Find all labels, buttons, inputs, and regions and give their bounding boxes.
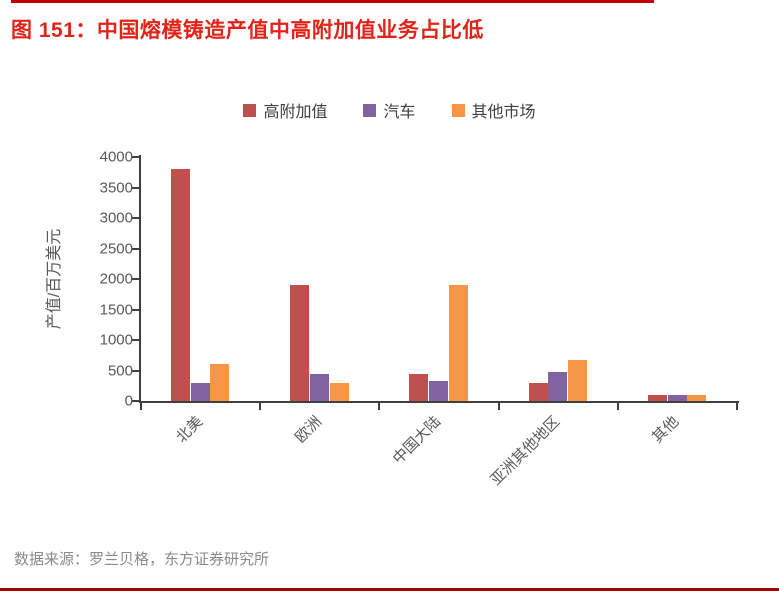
bar xyxy=(667,394,687,401)
x-tick xyxy=(140,403,142,410)
y-tick xyxy=(132,217,139,219)
y-tick xyxy=(132,339,139,341)
bar xyxy=(429,380,449,401)
bar xyxy=(448,285,468,401)
y-tick-label: 2000 xyxy=(99,270,133,288)
bar xyxy=(409,373,429,401)
x-tick xyxy=(259,403,262,410)
chart-legend: 高附加值 汽车 其他市场 xyxy=(0,98,779,122)
y-axis-title: 产值/百万美元 xyxy=(46,228,63,330)
y-tick xyxy=(132,369,139,372)
legend-label: 其他市场 xyxy=(471,104,536,121)
plot-area xyxy=(141,157,737,401)
bar xyxy=(647,394,667,401)
y-tick xyxy=(132,186,139,189)
y-tick-label: 0 xyxy=(124,392,133,410)
y-tick xyxy=(132,156,139,158)
bar xyxy=(210,364,230,401)
x-axis-label: 北美 xyxy=(172,413,206,447)
y-tick-label: 1500 xyxy=(99,301,133,318)
y-tick-label: 1000 xyxy=(99,331,133,349)
x-tick xyxy=(616,403,619,410)
y-tick xyxy=(132,278,139,280)
bar xyxy=(290,285,310,401)
x-tick xyxy=(736,403,738,410)
y-tick-label: 3000 xyxy=(99,209,133,227)
x-axis-label: 中国大陆 xyxy=(389,413,445,468)
bar xyxy=(329,382,349,401)
bar xyxy=(309,373,329,401)
y-tick xyxy=(132,308,139,311)
x-axis-label: 欧洲 xyxy=(291,413,325,447)
source-note: 数据来源：罗兰贝格，东方证券研究所 xyxy=(14,551,270,568)
legend-item: 高附加值 xyxy=(243,98,327,122)
x-tick xyxy=(497,403,500,410)
x-axis-label: 其他 xyxy=(649,413,683,447)
y-tick xyxy=(132,400,139,402)
legend-swatch-icon xyxy=(451,103,465,117)
bottom-rule xyxy=(0,588,779,591)
figure-title: 图 151：中国熔模铸造产值中高附加值业务占比低 xyxy=(11,19,484,42)
title-top-rule xyxy=(11,0,654,3)
legend-item: 汽车 xyxy=(363,98,416,122)
legend-label: 高附加值 xyxy=(263,104,328,121)
x-axis-label: 亚洲其他地区 xyxy=(487,413,564,489)
x-axis-line xyxy=(139,401,739,403)
y-tick-label: 2500 xyxy=(99,240,133,257)
y-tick-label: 500 xyxy=(107,362,133,379)
legend-swatch-icon xyxy=(363,103,377,117)
y-tick xyxy=(132,247,139,250)
legend-label: 汽车 xyxy=(383,104,416,121)
legend-item: 其他市场 xyxy=(451,98,536,122)
bar xyxy=(548,371,568,401)
x-tick xyxy=(378,403,381,410)
bar xyxy=(568,359,588,401)
y-tick-label: 3500 xyxy=(99,179,133,196)
y-axis-line xyxy=(139,155,141,403)
bar xyxy=(528,382,548,401)
bar xyxy=(687,394,707,401)
bar xyxy=(171,169,191,401)
bar xyxy=(190,382,210,401)
y-tick-label: 4000 xyxy=(99,148,133,166)
legend-swatch-icon xyxy=(243,103,257,117)
